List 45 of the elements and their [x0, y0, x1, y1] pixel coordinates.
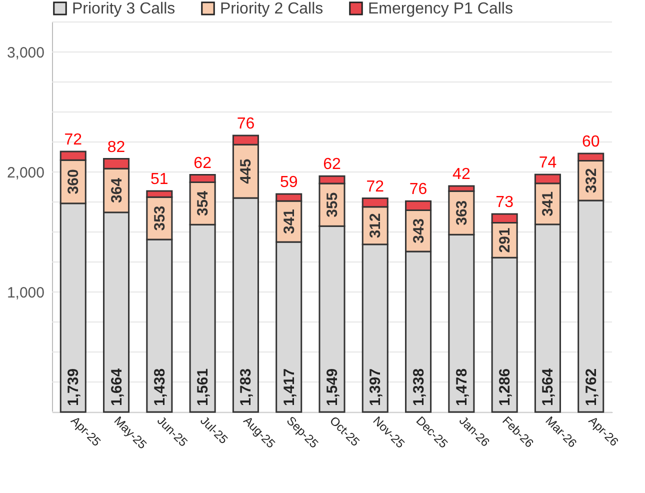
data-label: 82 [107, 138, 126, 156]
data-label: 1,438 [151, 368, 168, 406]
data-label: 76 [409, 181, 428, 198]
legend-label: Priority 3 Calls [72, 0, 176, 18]
data-label: 1,338 [410, 368, 428, 406]
data-label: 1,286 [496, 368, 514, 406]
data-label: 1,549 [324, 368, 341, 406]
data-label: 76 [236, 116, 255, 133]
legend-label: Priority 2 Calls [220, 0, 324, 18]
data-label: 60 [582, 134, 600, 151]
data-label: 62 [194, 154, 212, 172]
data-label: 291 [496, 228, 514, 253]
data-label: 74 [538, 154, 557, 172]
data-label: 1,397 [367, 368, 384, 406]
data-label: 341 [540, 191, 557, 216]
data-label: 343 [410, 218, 428, 244]
data-label: 332 [582, 168, 600, 194]
data-label: 445 [238, 158, 255, 184]
data-label: 42 [452, 166, 470, 184]
data-label: 1,564 [540, 368, 557, 406]
data-label: 1,762 [582, 368, 600, 406]
data-label: 59 [280, 174, 298, 191]
data-label: 364 [108, 177, 126, 203]
y-tick-label: 3,000 [6, 44, 44, 62]
data-label: 1,478 [453, 368, 470, 406]
data-label: 1,561 [194, 368, 212, 406]
data-label: 341 [280, 208, 298, 234]
legend-label: Emergency P1 Calls [368, 0, 513, 18]
data-label: 1,739 [65, 368, 82, 406]
data-label: 72 [366, 178, 384, 196]
data-label: 354 [194, 190, 212, 216]
data-label: 360 [65, 169, 82, 194]
data-label: 73 [496, 194, 514, 211]
data-label: 1,417 [280, 368, 298, 406]
data-label: 1,783 [238, 368, 255, 406]
data-label: 353 [151, 206, 168, 231]
data-label: 312 [367, 213, 384, 238]
data-label: 363 [453, 200, 470, 226]
y-tick-label: 1,000 [6, 284, 44, 302]
data-label: 62 [323, 156, 341, 174]
data-label: 72 [64, 131, 82, 148]
y-tick-label: 2,000 [6, 164, 44, 182]
data-label: 1,664 [108, 368, 126, 406]
data-label: 51 [150, 170, 168, 188]
data-label: 355 [324, 192, 341, 218]
